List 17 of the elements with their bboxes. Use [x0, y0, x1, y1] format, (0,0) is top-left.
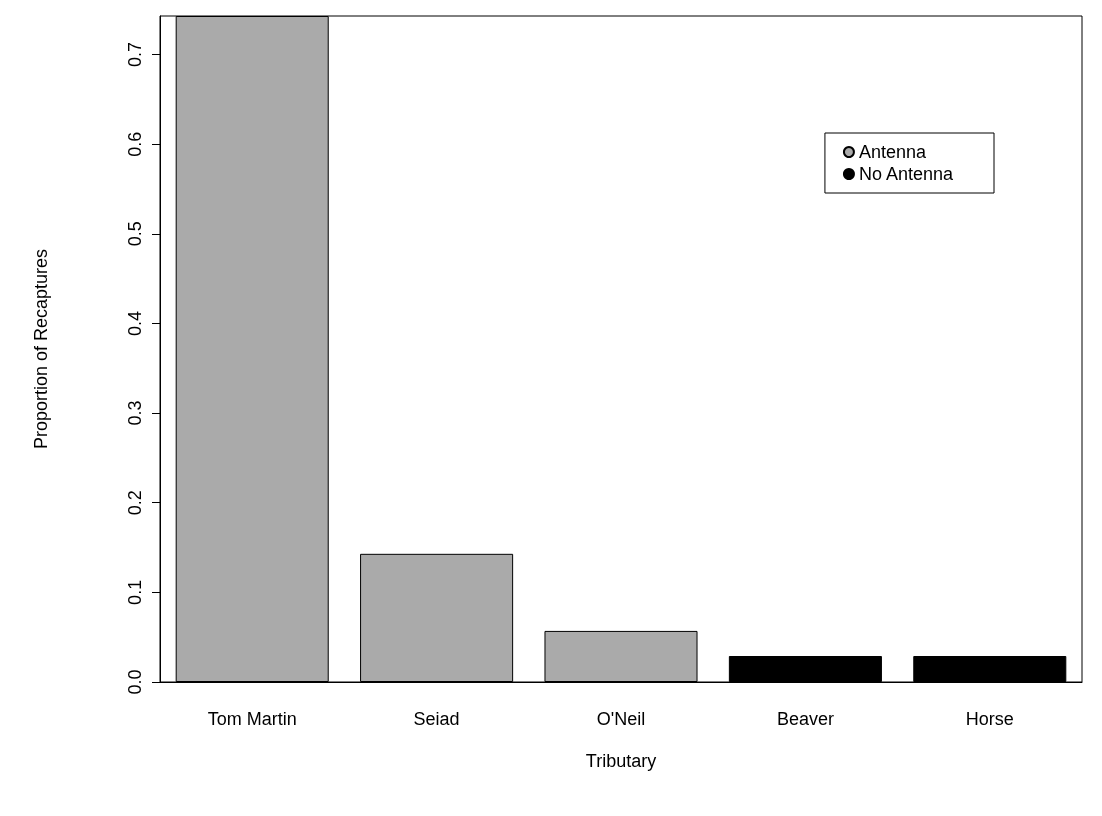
- y-tick-label: 0.0: [125, 669, 145, 695]
- y-tick-label: 0.4: [125, 310, 145, 336]
- y-tick-label: 0.3: [125, 400, 145, 426]
- x-tick-label: Horse: [965, 709, 1014, 729]
- x-tick-label: O'Neil: [596, 709, 646, 729]
- x-axis-title: Tributary: [585, 751, 657, 771]
- y-tick-label: 0.7: [125, 42, 145, 68]
- x-tick-label: Seiad: [413, 709, 460, 729]
- y-tick-label: 0.5: [125, 221, 145, 247]
- y-tick-label: 0.2: [125, 490, 145, 516]
- x-tick-label: Beaver: [776, 709, 834, 729]
- x-tick-label: Tom Martin: [207, 709, 297, 729]
- y-tick-label: 0.6: [125, 131, 145, 157]
- y-axis-title: Proportion of Recaptures: [31, 248, 51, 450]
- legend-label: No Antenna: [858, 164, 954, 184]
- legend-label: Antenna: [858, 142, 927, 162]
- y-tick-label: 0.1: [125, 579, 145, 605]
